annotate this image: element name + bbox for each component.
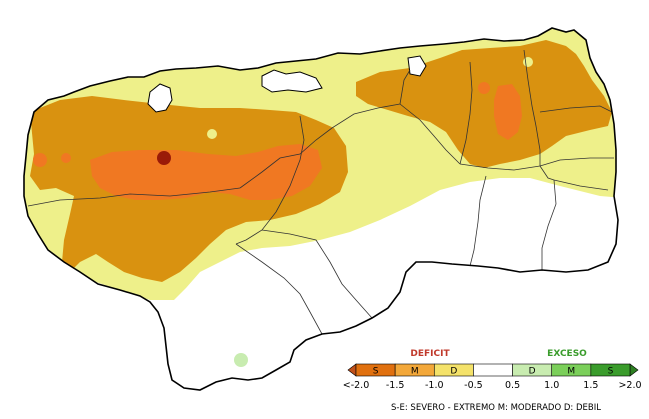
- extreme-deficit-spot: [157, 151, 171, 165]
- bay-west: [147, 83, 173, 113]
- border: [523, 49, 541, 166]
- severe-spot: [33, 153, 47, 167]
- border: [459, 61, 473, 165]
- border: [27, 187, 241, 207]
- severe-spot: [61, 153, 71, 163]
- legend-tick-label: -1.0: [425, 380, 444, 391]
- legend-tick-label: >2.0: [618, 380, 641, 391]
- legend-box: [590, 363, 631, 377]
- water-bays: [147, 55, 427, 113]
- legend-tick-label: <-2.0: [343, 380, 370, 391]
- severe-deficit-west: [90, 144, 322, 200]
- severe-spot: [478, 82, 490, 94]
- legend-tick-label: 0.5: [505, 380, 520, 391]
- legend-box-letter: D: [450, 367, 457, 377]
- wet-weak-spot: [234, 353, 248, 367]
- legend-arrow-right: [629, 363, 639, 377]
- border: [399, 69, 411, 105]
- weak-spot: [207, 129, 217, 139]
- legend-tick-label: 1.0: [544, 380, 559, 391]
- border: [399, 103, 461, 165]
- legend-deficit-title: DEFICIT: [410, 349, 450, 359]
- border: [235, 115, 305, 245]
- border: [235, 243, 323, 335]
- legend-tick-label: 1.5: [583, 380, 598, 391]
- legend-tick-label: -1.5: [386, 380, 405, 391]
- border: [261, 229, 373, 319]
- severe-deficit-east: [494, 84, 522, 140]
- legend-box-letter: M: [567, 367, 575, 377]
- legend-tick-labels: <-2.0 -1.5 -1.0 -0.5 0.5 1.0 1.5 >2.0: [343, 380, 642, 391]
- legend-box-letter: M: [411, 367, 419, 377]
- legend-exceso-title: EXCESO: [547, 349, 587, 359]
- border: [539, 105, 613, 113]
- legend-box: [473, 363, 513, 377]
- legend-box-letter: S: [608, 367, 614, 377]
- legend-arrow-left: [347, 363, 357, 377]
- region-borders: [27, 49, 614, 335]
- legend-box-letter: S: [373, 367, 379, 377]
- legend-footnote: S-E: SEVERO - EXTREMO M: MODERADO D: DEB…: [391, 403, 601, 413]
- weak-spot: [523, 57, 533, 67]
- border: [331, 103, 401, 129]
- border: [239, 127, 333, 189]
- border: [539, 165, 609, 191]
- bay-central: [261, 69, 323, 93]
- legend-tick-label: -0.5: [464, 380, 483, 391]
- legend: DEFICIT EXCESO S M D D M S <-2.0 -1.5 -1.0 -0.5 0…: [343, 349, 642, 413]
- border: [541, 179, 557, 270]
- bay-east: [407, 55, 427, 77]
- legend-box-letter: D: [529, 367, 536, 377]
- border: [469, 175, 487, 267]
